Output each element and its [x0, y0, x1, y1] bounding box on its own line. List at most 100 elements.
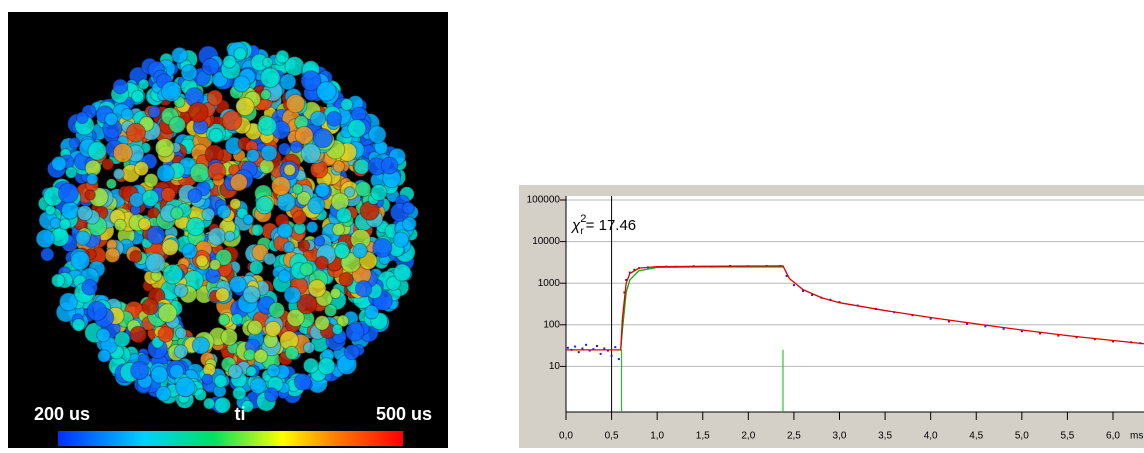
data-point [603, 347, 606, 350]
cell [286, 308, 305, 327]
cell [215, 248, 233, 266]
cell [40, 247, 55, 262]
data-point [1039, 332, 1042, 335]
cell [86, 173, 99, 186]
cell [113, 218, 127, 232]
cell [129, 192, 145, 208]
data-point [1020, 330, 1023, 333]
cell [168, 116, 186, 134]
cell [104, 247, 121, 264]
cell [307, 279, 327, 298]
cell [297, 239, 311, 252]
data-point [623, 291, 626, 294]
cell [96, 327, 111, 343]
cell [255, 195, 274, 215]
cell [130, 89, 145, 104]
cell [370, 184, 388, 202]
cell [247, 319, 263, 336]
cell [61, 201, 80, 220]
data-point [614, 346, 617, 349]
cell [125, 122, 146, 143]
cell [84, 189, 96, 201]
cell [251, 243, 269, 262]
y-tick-label: 100000 [527, 195, 561, 206]
cell [380, 156, 399, 175]
cell [277, 222, 294, 239]
cell [112, 78, 129, 95]
cell [235, 96, 255, 117]
cell [201, 57, 220, 76]
cell [336, 207, 353, 224]
fit-annotation: χ2 r = 17.46 [570, 213, 636, 237]
colorbar [58, 431, 403, 446]
cell [223, 230, 236, 242]
cell [189, 162, 210, 183]
plot-data [566, 196, 1144, 412]
cell [51, 155, 67, 172]
cell [146, 225, 166, 245]
cell [336, 314, 350, 328]
cell [253, 348, 269, 364]
data-point [599, 352, 602, 355]
cell [70, 250, 91, 271]
data-point [984, 325, 987, 328]
cell [300, 70, 322, 92]
plot-area [566, 196, 1144, 412]
x-tick-label: 4,0 [924, 431, 938, 442]
x-unit: ms [1130, 431, 1143, 442]
cell [313, 235, 326, 247]
cell [209, 258, 221, 271]
data-point [581, 347, 584, 350]
cell [232, 386, 247, 401]
cell [251, 223, 264, 237]
data-point [966, 322, 969, 325]
cell [233, 75, 251, 93]
cell [187, 101, 209, 123]
cell [312, 128, 334, 149]
cell [283, 241, 295, 254]
cell [259, 158, 275, 174]
cell [201, 373, 214, 385]
cell [101, 158, 114, 171]
cell [392, 231, 410, 248]
cell [393, 263, 412, 282]
cell [246, 148, 260, 163]
cell [354, 280, 373, 298]
cell [222, 54, 237, 69]
cell [114, 331, 131, 348]
cell [194, 388, 207, 402]
cell [156, 163, 175, 183]
cell [129, 250, 143, 264]
cell [213, 374, 228, 388]
cell [75, 230, 91, 246]
cell [271, 176, 291, 196]
data-point [610, 354, 613, 357]
cell [340, 98, 354, 111]
cell [201, 207, 216, 222]
cell [248, 260, 264, 275]
cell [147, 105, 161, 119]
cell [187, 188, 203, 204]
cell [242, 285, 261, 304]
cell [338, 271, 354, 288]
cell [154, 138, 175, 158]
data-point [947, 320, 950, 323]
cell [329, 287, 342, 299]
cell [214, 396, 231, 414]
cell [97, 349, 111, 363]
cell [331, 222, 345, 236]
cell [326, 110, 342, 127]
cell [75, 111, 89, 125]
cell [150, 365, 169, 384]
cell [191, 336, 210, 355]
cell [112, 142, 133, 163]
data-point [617, 358, 620, 361]
cell [169, 363, 185, 379]
cell [316, 81, 337, 102]
cell [112, 168, 125, 180]
colorbar-min: 200 us [34, 404, 90, 424]
cell [302, 357, 320, 374]
data-point [606, 349, 609, 352]
data-point [1002, 327, 1005, 330]
data-point [785, 274, 788, 277]
